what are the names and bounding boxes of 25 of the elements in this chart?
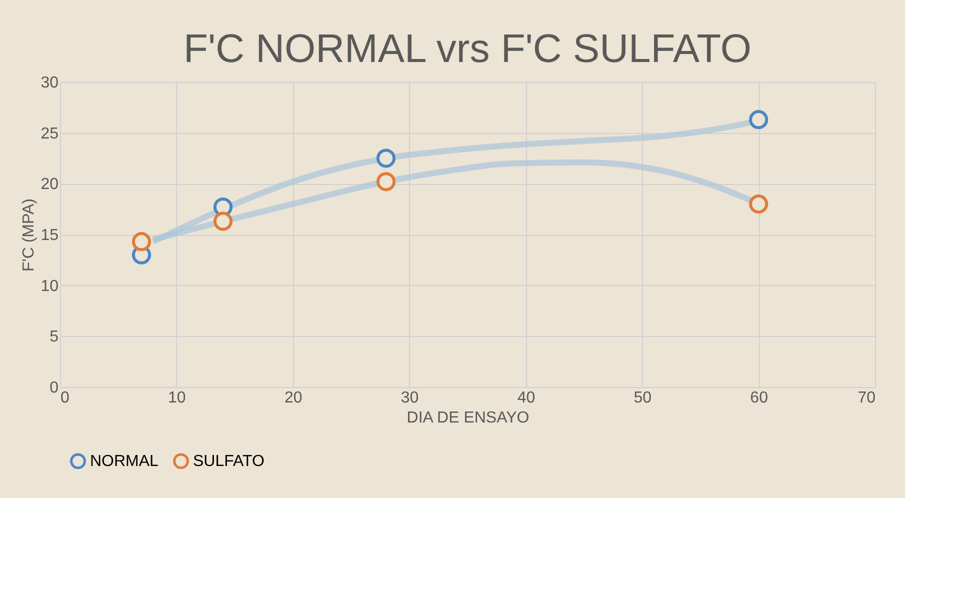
y-tick-label: 20 <box>40 176 59 194</box>
y-tick-label: 5 <box>50 328 59 346</box>
x-tick-label: 70 <box>858 390 876 406</box>
chart-title: F'C NORMAL vrs F'C SULFATO <box>184 27 752 71</box>
point <box>749 194 768 214</box>
y-tick-label: 15 <box>40 227 59 244</box>
x-tick-label: 10 <box>168 390 186 406</box>
x-axis-title: DIA DE ENSAYO <box>406 410 530 426</box>
legend-label: NORMAL <box>90 453 159 470</box>
x-tick-label: 0 <box>60 390 70 406</box>
point <box>132 232 152 252</box>
point <box>376 148 396 168</box>
point <box>749 110 768 130</box>
y-tick-label: 30 <box>40 74 59 92</box>
y-tick-label: 25 <box>40 125 59 142</box>
x-tick-label: 40 <box>517 390 536 406</box>
x-tick-label: 30 <box>400 390 419 406</box>
point <box>213 212 233 231</box>
point <box>376 172 396 192</box>
x-tick-label: 20 <box>284 390 302 406</box>
x-tick-label: 50 <box>634 390 652 406</box>
y-axis-title: F'C (MPA) <box>20 198 38 272</box>
y-tick-label: 10 <box>40 278 59 295</box>
legend-label: SULFATO <box>193 453 264 470</box>
x-tick-label: 60 <box>750 390 768 406</box>
